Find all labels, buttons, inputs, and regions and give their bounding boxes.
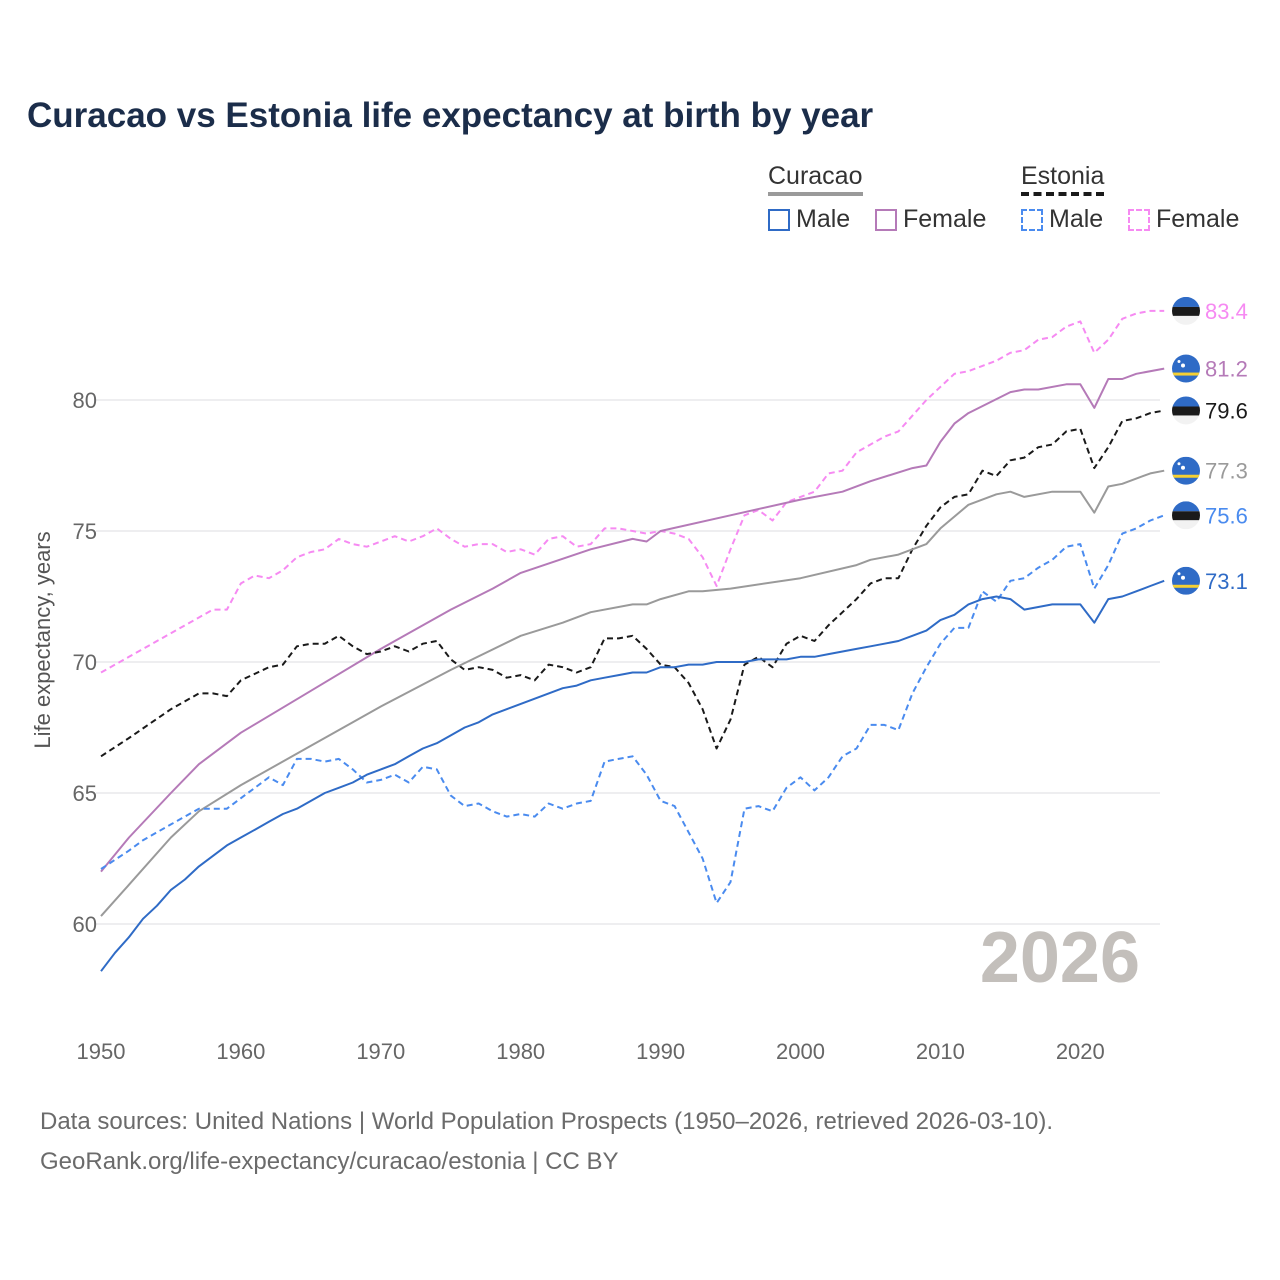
year-watermark: 2026 [980, 918, 1140, 998]
legend-item-estonia-female[interactable]: Female [1128, 205, 1239, 234]
curacao-flag-icon [1172, 354, 1200, 383]
end-value-label: 73.1 [1205, 569, 1248, 594]
x-tick-label: 1980 [496, 1039, 545, 1064]
series-line-curacao-female [100, 367, 1165, 873]
legend-group-estonia: Estonia [1021, 162, 1105, 196]
y-tick-label: 80 [73, 388, 97, 413]
x-tick-label: 1970 [356, 1039, 405, 1064]
legend-item-curacao-female[interactable]: Female [875, 205, 986, 234]
y-tick-label: 70 [73, 650, 97, 675]
series-line-curacao-male [100, 579, 1165, 972]
x-tick-label: 2020 [1056, 1039, 1105, 1064]
end-value-label: 77.3 [1205, 459, 1248, 484]
legend-swatch [1021, 208, 1043, 231]
y-tick-label: 60 [73, 912, 97, 937]
chart-title: Curacao vs Estonia life expectancy at bi… [27, 96, 874, 135]
footer-source: Data sources: United Nations | World Pop… [40, 1108, 1054, 1135]
legend-group-line [1021, 192, 1105, 196]
legend-swatch [1128, 208, 1150, 231]
series-line-estonia-female [100, 309, 1165, 674]
curacao-flag-icon [1172, 456, 1200, 485]
legend-swatch [768, 208, 790, 231]
legend-label: Male [796, 205, 851, 233]
legend-item-estonia-male[interactable]: Male [1021, 205, 1103, 234]
legend-label: Female [903, 205, 987, 233]
end-value-label: 81.2 [1205, 357, 1248, 382]
legend-group-curacao: Curacao [768, 162, 863, 196]
footer-link[interactable]: GeoRank.org/life-expectancy/curacao/esto… [40, 1148, 619, 1175]
end-value-label: 83.4 [1205, 299, 1248, 324]
end-value-label: 75.6 [1205, 503, 1248, 528]
legend-group-line [768, 192, 863, 196]
y-tick-label: 65 [73, 781, 97, 806]
legend-group-label: Curacao [768, 162, 863, 190]
estonia-flag-icon [1172, 501, 1200, 530]
x-tick-label: 1960 [216, 1039, 265, 1064]
legend-label: Male [1049, 205, 1104, 233]
estonia-flag-icon [1172, 396, 1200, 425]
end-value-label: 79.6 [1205, 398, 1248, 423]
legend-swatch [875, 208, 897, 231]
x-tick-label: 2000 [776, 1039, 825, 1064]
x-tick-label: 1950 [77, 1039, 126, 1064]
legend-group-label: Estonia [1021, 162, 1105, 190]
estonia-flag-icon [1172, 296, 1200, 325]
x-tick-label: 1990 [636, 1039, 685, 1064]
series-line-curacao [100, 469, 1165, 917]
series-line-estonia-male [100, 514, 1165, 904]
legend-label: Female [1156, 205, 1240, 233]
y-axis-label: Life expectancy, years [30, 531, 55, 748]
y-tick-label: 75 [73, 519, 97, 544]
x-tick-label: 2010 [916, 1039, 965, 1064]
curacao-flag-icon [1172, 566, 1200, 595]
legend-item-curacao-male[interactable]: Male [768, 205, 850, 234]
series-line-estonia [100, 409, 1165, 758]
